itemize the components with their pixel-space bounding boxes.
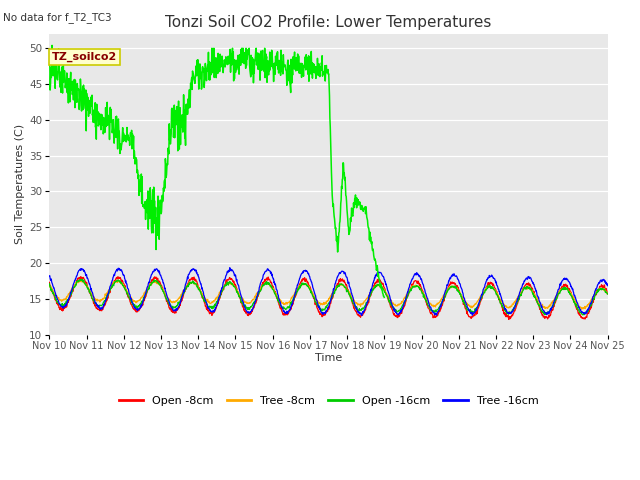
Y-axis label: Soil Temperatures (C): Soil Temperatures (C) — [15, 124, 25, 244]
Legend: Open -8cm, Tree -8cm, Open -16cm, Tree -16cm: Open -8cm, Tree -8cm, Open -16cm, Tree -… — [115, 391, 543, 410]
Text: No data for f_T2_TC3: No data for f_T2_TC3 — [3, 12, 112, 23]
Title: Tonzi Soil CO2 Profile: Lower Temperatures: Tonzi Soil CO2 Profile: Lower Temperatur… — [165, 15, 492, 30]
Text: TZ_soilco2: TZ_soilco2 — [52, 52, 117, 62]
X-axis label: Time: Time — [315, 353, 342, 363]
